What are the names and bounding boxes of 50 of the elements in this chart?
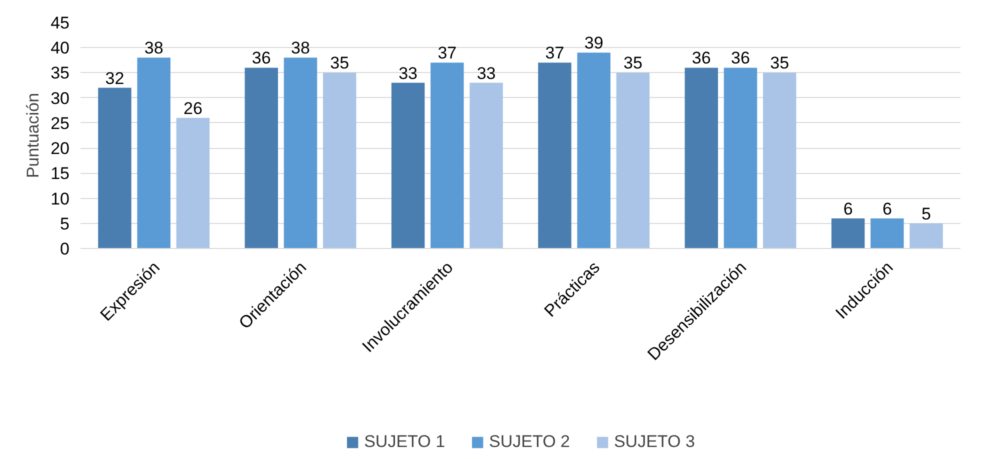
data-label: 6 <box>882 199 892 218</box>
bar <box>391 82 425 248</box>
bar <box>724 68 758 248</box>
data-label: 35 <box>770 54 790 73</box>
data-label: 33 <box>476 64 496 83</box>
bar <box>616 72 650 248</box>
legend-label: SUJETO 3 <box>614 432 695 452</box>
bar <box>176 118 210 248</box>
bar <box>430 62 464 248</box>
y-tick-label: 10 <box>50 189 70 208</box>
bar <box>684 68 718 248</box>
data-label: 38 <box>144 38 164 58</box>
y-tick-label: 45 <box>50 14 70 32</box>
bar <box>762 72 796 248</box>
data-label: 36 <box>692 48 711 68</box>
bar <box>577 52 610 248</box>
y-axis-title: Puntuación <box>24 92 43 178</box>
data-label: 35 <box>623 54 642 73</box>
y-tick-label: 40 <box>50 38 70 58</box>
data-label: 38 <box>291 38 310 58</box>
y-tick-label: 0 <box>60 240 70 258</box>
y-tick-label: 15 <box>50 164 70 184</box>
y-tick-label: 5 <box>60 214 70 234</box>
legend-label: SUJETO 1 <box>364 432 446 452</box>
y-tick-label: 35 <box>50 64 70 83</box>
data-label: 6 <box>843 199 853 218</box>
data-label: 37 <box>438 44 457 63</box>
bar <box>538 62 572 248</box>
bar <box>244 68 278 248</box>
bar <box>137 58 170 248</box>
bar <box>910 223 943 248</box>
bar <box>831 218 865 248</box>
data-label: 37 <box>545 44 564 63</box>
bar <box>98 88 132 248</box>
data-label: 32 <box>105 68 124 88</box>
bar <box>470 82 503 248</box>
data-label: 26 <box>183 98 202 118</box>
bar <box>322 72 356 248</box>
y-tick-label: 20 <box>50 139 70 158</box>
data-label: 36 <box>731 48 750 68</box>
data-label: 5 <box>922 204 932 224</box>
data-label: 39 <box>584 34 604 53</box>
data-label: 35 <box>330 54 350 73</box>
bar <box>870 218 904 248</box>
data-label: 33 <box>398 64 418 83</box>
y-tick-label: 25 <box>50 114 70 133</box>
bar <box>284 58 318 248</box>
y-tick-label: 30 <box>50 88 70 108</box>
legend-label: SUJETO 2 <box>489 432 570 452</box>
data-label: 36 <box>252 48 271 68</box>
